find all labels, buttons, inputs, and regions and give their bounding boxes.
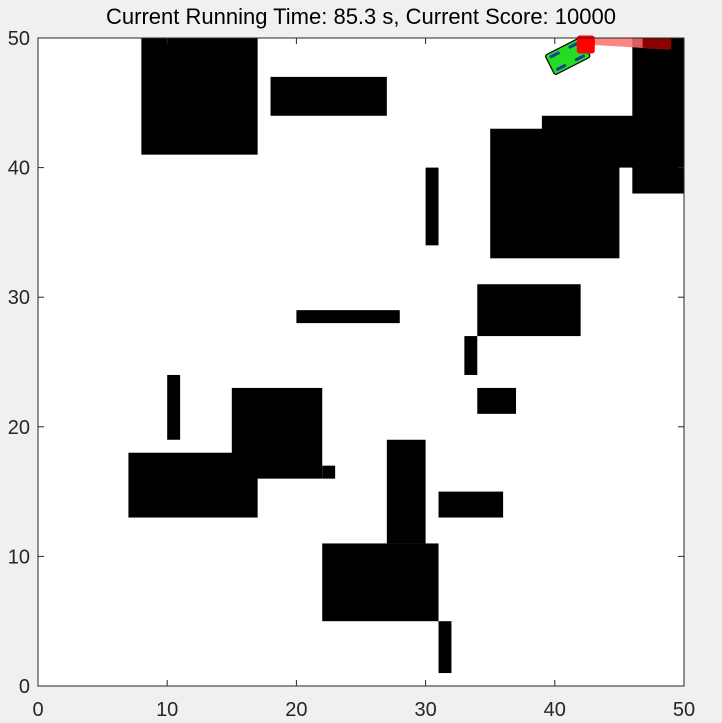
axes-box (37, 37, 685, 687)
x-tick-label: 50 (673, 699, 695, 721)
obstacle-11 (167, 374, 181, 440)
obstacle-3 (425, 167, 439, 246)
status-title: Current Running Time: 85.3 s, Current Sc… (106, 4, 616, 29)
obstacle-1 (141, 38, 258, 155)
obstacle-15 (386, 439, 426, 544)
y-tick-label: 30 (8, 287, 30, 309)
x-tick-label: 30 (414, 699, 436, 721)
vehicle-wheel-1 (549, 51, 560, 59)
vehicle-wheel-3 (568, 42, 579, 49)
vehicle-wheel-4 (574, 54, 585, 62)
sensor-hit-region (642, 38, 672, 50)
y-tick-label: 40 (8, 158, 30, 180)
obstacle-13 (322, 465, 336, 479)
y-tick-label: 10 (8, 546, 30, 568)
obstacle-6 (632, 38, 684, 194)
y-tick-label: 20 (8, 417, 30, 439)
obstacle-2 (270, 76, 387, 116)
obstacles-layer (128, 38, 684, 674)
y-tick-label: 50 (8, 28, 30, 50)
obstacle-14 (128, 452, 258, 518)
x-tick-label: 40 (544, 699, 566, 721)
x-tick-label: 10 (156, 699, 178, 721)
obstacle-9 (464, 336, 478, 375)
x-tick-label: 0 (32, 699, 43, 721)
obstacle-10 (477, 387, 517, 414)
x-tick-label: 20 (285, 699, 307, 721)
target-marker (576, 35, 595, 54)
obstacle-18 (438, 621, 452, 674)
y-tick-label: 0 (19, 676, 30, 698)
vehicle-wheel-2 (556, 64, 567, 71)
vehicle-layer (544, 35, 595, 75)
obstacle-16 (438, 491, 504, 518)
sensor-layer (585, 38, 672, 50)
obstacle-8 (477, 284, 581, 337)
ticks-layer: 0 10 20 30 40 50 0 10 20 30 40 50 (8, 28, 695, 721)
obstacle-7 (296, 310, 400, 324)
obstacle-17 (322, 543, 439, 622)
